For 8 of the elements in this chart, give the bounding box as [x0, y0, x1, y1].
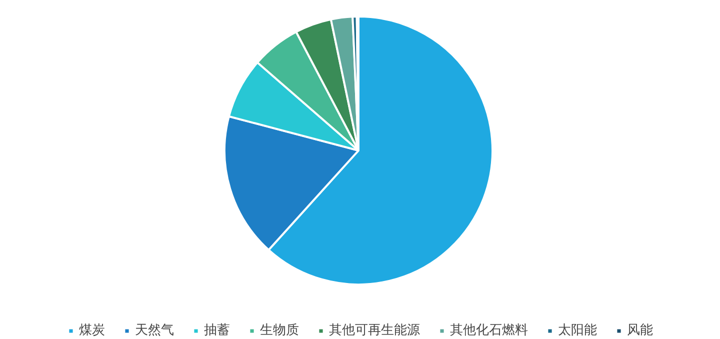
- legend-label: 天然气: [135, 322, 174, 339]
- legend-label: 生物质: [260, 322, 299, 339]
- legend-label: 其他化石燃料: [450, 322, 528, 339]
- legend-label: 其他可再生能源: [329, 322, 420, 339]
- legend-label: 抽蓄: [204, 322, 230, 339]
- legend-label: 风能: [627, 322, 653, 339]
- legend-label: 太阳能: [558, 322, 597, 339]
- legend-label: 煤炭: [79, 322, 105, 339]
